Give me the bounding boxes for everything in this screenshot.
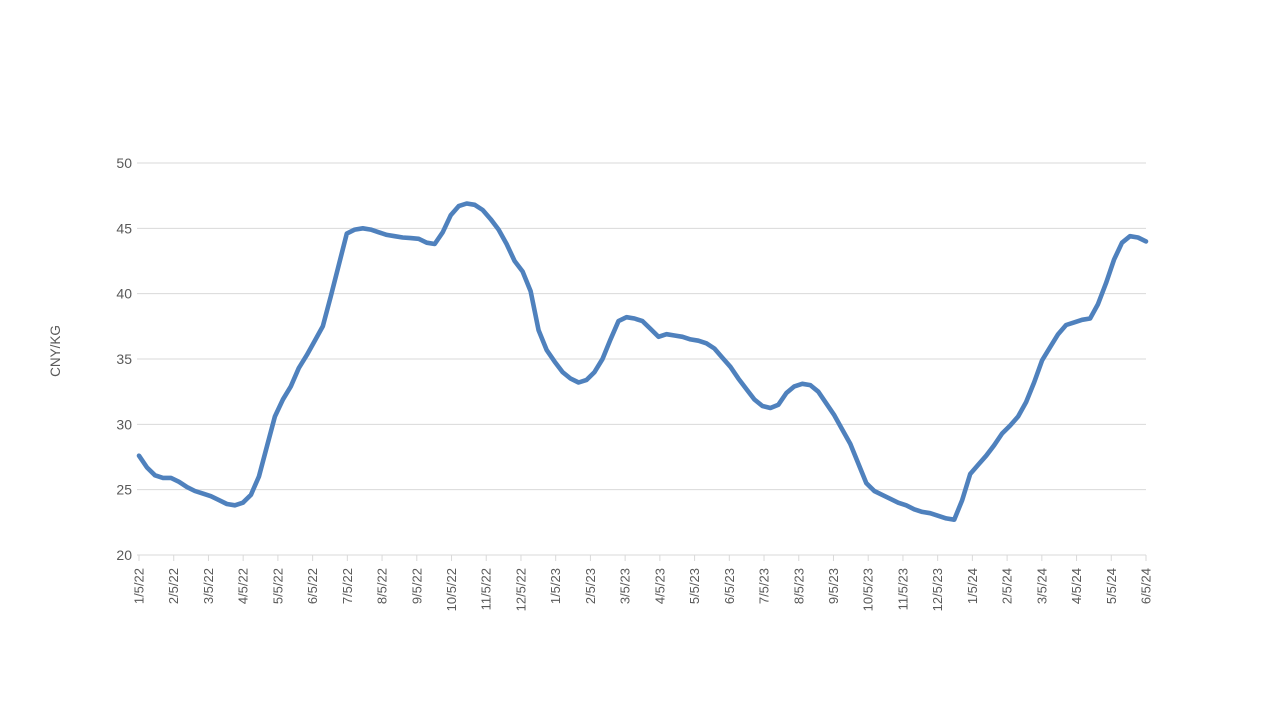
x-tick-label: 12/5/23 [930, 568, 945, 611]
y-tick-label: 50 [116, 155, 132, 171]
x-tick-label: 12/5/22 [513, 568, 528, 611]
x-tick-label: 5/5/22 [270, 568, 285, 604]
y-tick-label: 45 [116, 220, 132, 236]
x-tick-label: 10/5/22 [444, 568, 459, 611]
price-series-line [136, 201, 1149, 523]
x-tick-label: 3/5/22 [201, 568, 216, 604]
x-tick-label: 7/5/22 [340, 568, 355, 604]
y-axis-title: CNY/KG [48, 325, 63, 377]
x-tick-label: 5/5/24 [1104, 568, 1119, 604]
x-tick-label: 4/5/22 [236, 568, 251, 604]
x-tick-label: 6/5/24 [1139, 568, 1154, 604]
x-tick-label: 11/5/22 [479, 568, 494, 610]
x-tick-label: 2/5/22 [166, 568, 181, 604]
x-axis-tick-labels: 1/5/22 2/5/22 3/5/22 4/5/22 5/5/22 6/5/22 7/5/… [132, 568, 1154, 611]
x-axis-ticks [138, 555, 1147, 561]
x-tick-label: 9/5/23 [826, 568, 841, 604]
x-tick-label: 8/5/22 [375, 568, 390, 604]
y-tick-label: 20 [116, 547, 132, 563]
y-axis-tick-labels: 20 25 30 35 40 45 50 [116, 155, 132, 563]
x-tick-label: 3/5/24 [1034, 568, 1049, 604]
x-tick-label: 6/5/22 [305, 568, 320, 604]
y-tick-label: 30 [116, 416, 132, 432]
y-tick-label: 40 [116, 286, 132, 302]
x-tick-label: 1/5/22 [132, 568, 147, 604]
y-tick-label: 35 [116, 351, 132, 367]
x-tick-label: 2/5/23 [583, 568, 598, 604]
x-tick-label: 11/5/23 [895, 568, 910, 610]
x-tick-label: 1/5/24 [965, 568, 980, 604]
x-tick-label: 9/5/22 [409, 568, 424, 604]
x-tick-label: 10/5/23 [861, 568, 876, 611]
x-tick-label: 7/5/23 [757, 568, 772, 604]
x-tick-label: 6/5/23 [722, 568, 737, 604]
x-tick-label: 2/5/24 [1000, 568, 1015, 604]
x-tick-label: 3/5/23 [618, 568, 633, 604]
x-tick-label: 8/5/23 [791, 568, 806, 604]
x-tick-label: 1/5/23 [548, 568, 563, 604]
x-tick-label: 4/5/23 [652, 568, 667, 604]
y-tick-label: 25 [116, 482, 132, 498]
x-tick-label: 5/5/23 [687, 568, 702, 604]
x-tick-label: 4/5/24 [1069, 568, 1084, 604]
gridlines [137, 162, 1146, 556]
